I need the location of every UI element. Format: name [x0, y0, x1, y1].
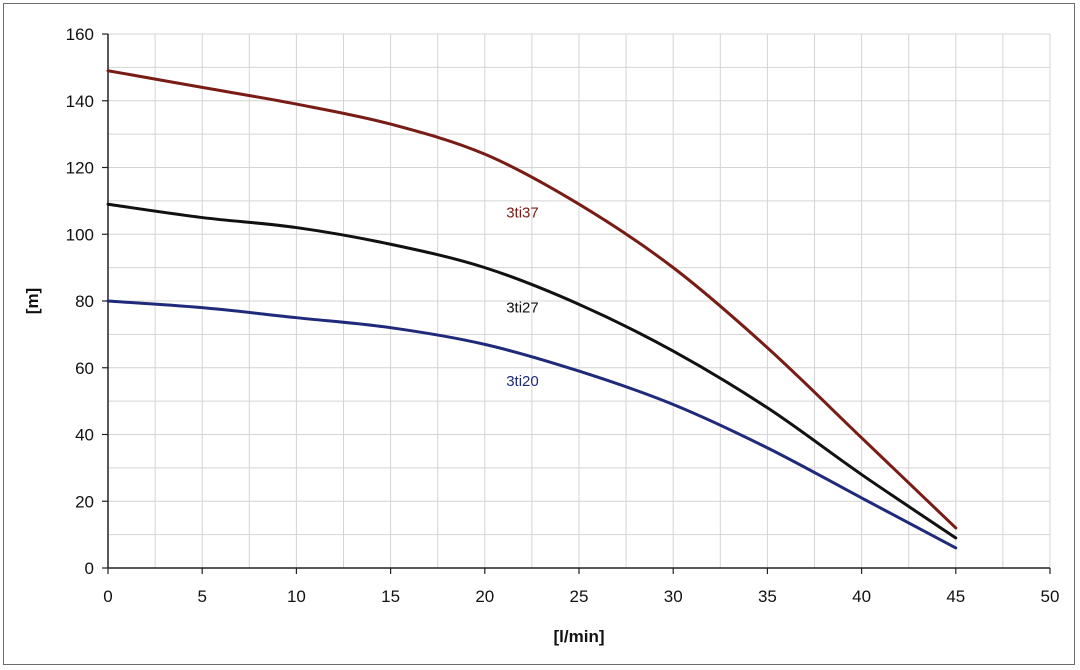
series-labels: 3ti37 3ti27 3ti20: [506, 205, 539, 391]
y-tick-label: 140: [66, 92, 94, 111]
x-tick-label: 15: [381, 587, 400, 606]
x-tick-label: 25: [570, 587, 589, 606]
y-tick-labels: 0 20 40 60 80 100 120 140 160: [66, 25, 94, 578]
y-tick-label: 60: [75, 359, 94, 378]
series-lines: [106, 69, 958, 550]
series-line-3ti20: [106, 299, 958, 550]
series-label-3ti27: 3ti27: [506, 300, 539, 317]
series-label-3ti20: 3ti20: [506, 373, 539, 390]
x-tick-label: 5: [197, 587, 206, 606]
y-tick-label: 160: [66, 25, 94, 44]
x-tick-label: 35: [758, 587, 777, 606]
y-tick-label: 100: [66, 225, 94, 244]
grid-lines: [107, 33, 1051, 569]
x-tick-label: 50: [1041, 587, 1060, 606]
x-axis-title: [l/min]: [554, 627, 605, 646]
x-tick-label: 40: [852, 587, 871, 606]
y-tick-label: 40: [75, 426, 94, 445]
y-tick-label: 80: [75, 292, 94, 311]
series-label-3ti37: 3ti37: [506, 205, 539, 222]
x-tick-label: 30: [664, 587, 683, 606]
y-tick-label: 20: [75, 492, 94, 511]
x-tick-label: 10: [287, 587, 306, 606]
y-tick-label: 0: [85, 559, 94, 578]
x-tick-labels: 0 5 10 15 20 25 30 35 40 45 50: [103, 587, 1059, 606]
y-axis-title: [m]: [23, 288, 42, 314]
y-tick-label: 120: [66, 159, 94, 178]
x-tick-label: 20: [475, 587, 494, 606]
series-line-3ti27: [106, 202, 958, 540]
x-tick-label: 45: [946, 587, 965, 606]
x-tick-label: 0: [103, 587, 112, 606]
series-line-3ti37: [106, 69, 958, 530]
